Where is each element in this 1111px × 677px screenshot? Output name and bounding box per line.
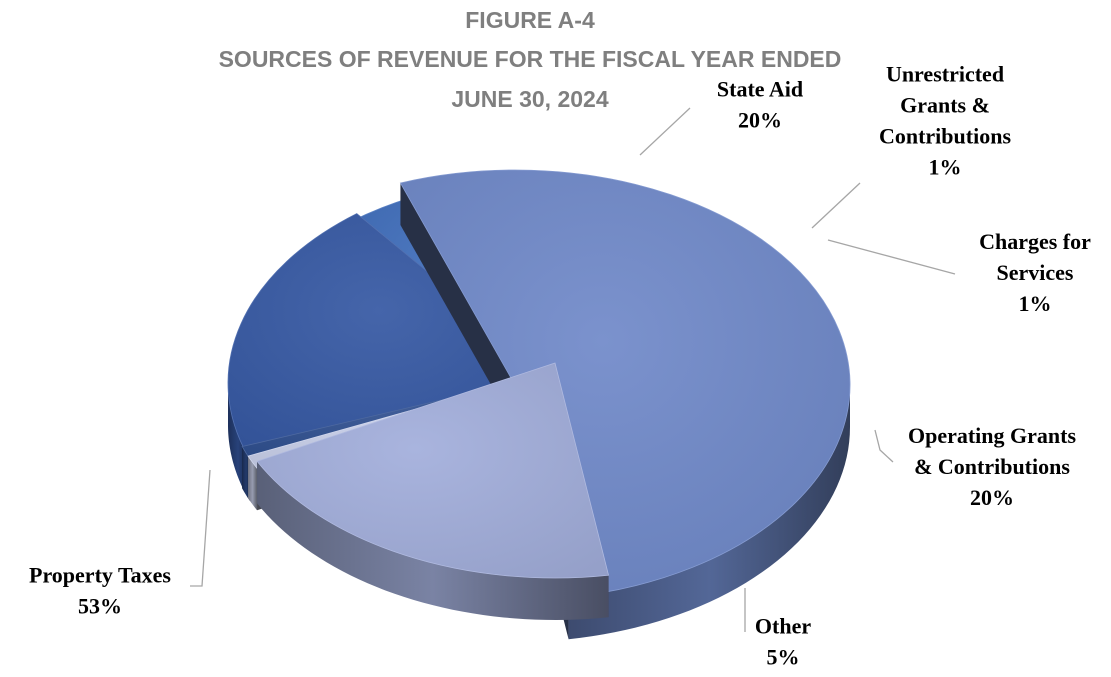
slice-property-top: [399, 169, 851, 598]
slice-unrestricted-rim: [248, 456, 258, 511]
slice-label-unrestricted-line-1: Grants &: [900, 93, 990, 118]
leader-lines: [190, 107, 956, 632]
slice-property-wall-0: [400, 182, 515, 427]
chart-title-line-3: JUNE 30, 2024: [451, 86, 608, 112]
slice-labels: Property Taxes 53% State Aid 20% Unrestricte…: [29, 62, 1091, 670]
slice-label-unrestricted-value: 1%: [929, 155, 962, 180]
slice-property: [399, 169, 851, 640]
slice-label-state-line-0: State Aid: [717, 77, 803, 102]
chart-title-line-1: FIGURE A-4: [465, 7, 595, 33]
chart-title: FIGURE A-4 SOURCES OF REVENUE FOR THE FI…: [219, 7, 842, 112]
slice-label-charges-line-0: Charges for: [979, 229, 1091, 254]
slice-label-unrestricted-line-2: Contributions: [879, 124, 1011, 149]
leader-property: [190, 469, 211, 587]
slice-label-property-line-0: Property Taxes: [29, 563, 171, 588]
slice-label-operating-line-0: Operating Grants: [908, 423, 1076, 448]
slice-label-property-value: 53%: [78, 594, 122, 619]
leader-charges: [827, 239, 956, 275]
slice-label-unrestricted-line-0: Unrestricted: [886, 62, 1004, 87]
slice-state: [256, 362, 610, 620]
leader-unrestricted: [811, 182, 861, 229]
leader-state: [639, 107, 691, 156]
chart-title-line-2: SOURCES OF REVENUE FOR THE FISCAL YEAR E…: [219, 46, 842, 72]
slice-label-operating-value: 20%: [970, 485, 1014, 510]
slice-label-charges-line-1: Services: [997, 260, 1074, 285]
slice-label-other-line-0: Other: [755, 614, 811, 639]
leader-operating: [874, 429, 894, 463]
slice-state-rim: [257, 461, 609, 620]
slice-label-other-value: 5%: [767, 645, 800, 670]
slice-state-top: [256, 362, 610, 579]
pie-slices: [227, 169, 851, 640]
slice-label-operating-line-1: & Contributions: [914, 454, 1070, 479]
slice-label-state-value: 20%: [738, 108, 782, 133]
slice-label-charges-value: 1%: [1019, 291, 1052, 316]
